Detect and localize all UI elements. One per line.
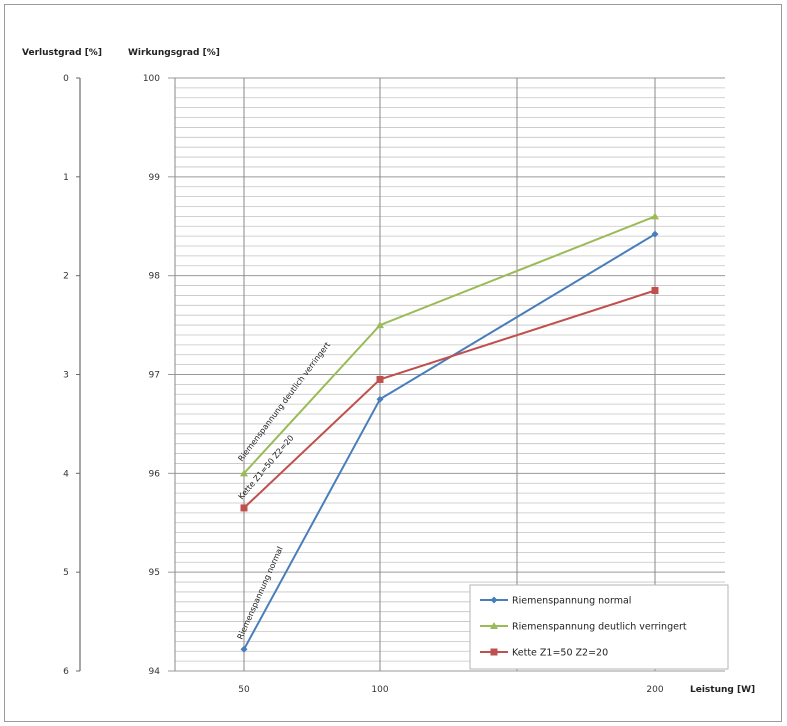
left-axis-tick-label: 2 (63, 272, 69, 282)
y-tick-label: 98 (149, 272, 161, 282)
axis-titles: Verlustgrad [%] Wirkungsgrad [%] Leistun… (22, 48, 755, 695)
x-axis-title: Leistung [W] (690, 685, 755, 695)
series-line (243, 289, 656, 509)
data-point (651, 212, 659, 220)
y-tick-label: 100 (143, 74, 160, 84)
annotation-layer: Riemenspannung deutlich verringertKette … (236, 340, 332, 640)
y-tick-label: 97 (149, 371, 160, 381)
data-point (240, 645, 248, 653)
y-tick-label: 96 (149, 469, 161, 479)
left-axis-tick-label: 5 (63, 568, 69, 578)
data-point (376, 321, 384, 329)
y-tick-label: 99 (149, 173, 161, 183)
series-group (240, 286, 659, 512)
left-axis-tick-label: 6 (63, 667, 69, 677)
x-tick-label: 100 (371, 685, 388, 695)
left-axis-tick-label: 1 (63, 173, 69, 183)
data-point (651, 286, 659, 294)
data-point (376, 375, 384, 383)
legend-item: Riemenspannung normal (480, 596, 631, 607)
series-group (240, 212, 659, 477)
left-axis-tick-label: 4 (63, 469, 69, 479)
legend-label: Riemenspannung normal (512, 596, 631, 607)
left-axis-tick-label: 0 (63, 74, 69, 84)
legend-label: Riemenspannung deutlich verringert (512, 622, 687, 633)
x-tick-label: 50 (238, 685, 250, 695)
y-axis-title: Wirkungsgrad [%] (128, 48, 220, 58)
series-annotation: Riemenspannung normal (236, 545, 285, 641)
grid (174, 77, 725, 672)
legend: Riemenspannung normal Riemenspannung deut… (469, 584, 729, 670)
legend-box (469, 584, 729, 670)
legend-item: Riemenspannung deutlich verringert (480, 622, 687, 633)
x-tick-label: 200 (646, 685, 663, 695)
data-point (376, 395, 384, 403)
data-point (651, 230, 659, 238)
legend-label: Kette Z1=50 Z2=20 (512, 648, 608, 659)
data-point (240, 469, 248, 477)
legend-item: Kette Z1=50 Z2=20 (480, 648, 608, 659)
data-point (490, 622, 498, 629)
left-axis: 0 1 2 3 4 5 6 (63, 74, 81, 677)
series-group (240, 230, 659, 653)
left-axis-title: Verlustgrad [%] (22, 48, 102, 58)
main-axis: 94 95 96 97 98 99 100 50 100 200 (143, 74, 664, 695)
left-axis-tick-label: 3 (63, 371, 69, 381)
data-point (490, 596, 498, 604)
y-tick-label: 94 (149, 667, 161, 677)
data-point (490, 648, 498, 656)
series-layer (240, 212, 659, 653)
data-point (240, 504, 248, 512)
y-tick-label: 95 (149, 568, 160, 578)
